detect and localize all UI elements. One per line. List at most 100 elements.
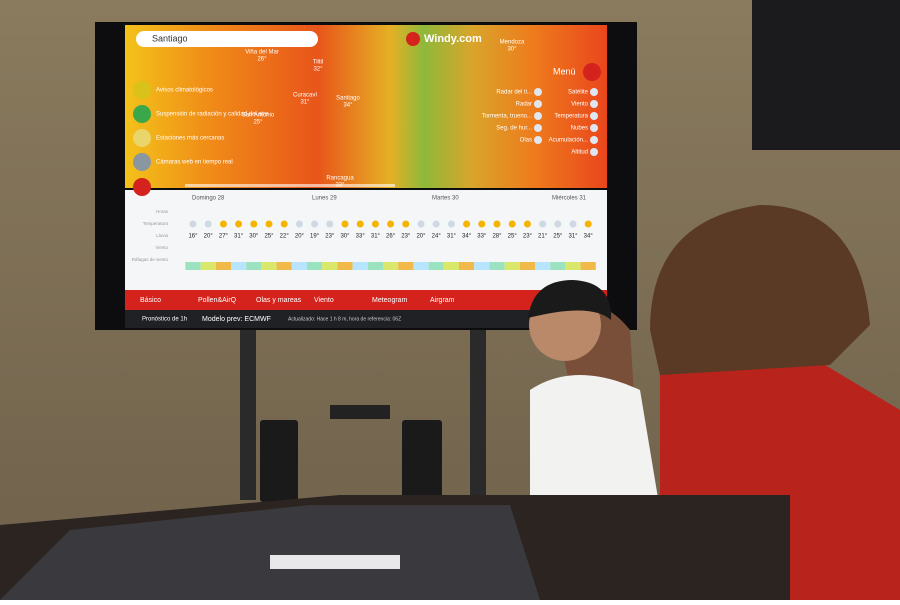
city-name: Curacaví xyxy=(293,93,317,99)
row-label: Viento xyxy=(155,245,168,250)
temp: 30° xyxy=(340,234,350,240)
city-temp: 34° xyxy=(343,103,353,109)
tab[interactable]: Básico xyxy=(140,297,161,304)
wind-cell xyxy=(398,262,414,270)
layer-label: Viento xyxy=(571,102,589,108)
temp: 21° xyxy=(538,234,548,240)
weather-icon xyxy=(584,220,592,228)
wind-cell xyxy=(504,262,520,270)
city-name: Santiago xyxy=(336,96,360,102)
wind-cell xyxy=(383,262,399,270)
layer-label: Radar del ti... xyxy=(496,90,532,96)
temp: 31° xyxy=(234,234,244,240)
layer-icon[interactable] xyxy=(534,112,542,120)
weather-icon xyxy=(219,220,227,228)
layer-icon[interactable] xyxy=(590,112,598,120)
tab[interactable]: Airgram xyxy=(430,297,455,304)
layer-label: Tormenta, trueno... xyxy=(482,114,533,120)
city-temp: 25° xyxy=(253,120,263,126)
temp: 25° xyxy=(553,234,563,240)
weather-icon xyxy=(478,220,486,228)
tab[interactable]: Viento xyxy=(314,297,334,304)
temp: 16° xyxy=(188,234,198,240)
tab[interactable]: Meteogram xyxy=(372,297,408,304)
tool-icon[interactable] xyxy=(133,129,151,147)
day-label: Domingo 28 xyxy=(192,196,225,202)
layer-icon[interactable] xyxy=(590,100,598,108)
menu[interactable]: Menú xyxy=(553,66,576,76)
tab-bar xyxy=(125,290,607,310)
weather-icon xyxy=(554,220,562,228)
layer-icon[interactable] xyxy=(534,124,542,132)
row-label: Ráfagas de viento xyxy=(132,257,169,262)
person-hair-2 xyxy=(650,205,870,375)
layer-icon[interactable] xyxy=(590,148,598,156)
person-shirt xyxy=(530,375,660,510)
layer-icon[interactable] xyxy=(534,100,542,108)
wind-cell xyxy=(443,262,459,270)
temp: 33° xyxy=(356,234,366,240)
wind-cell xyxy=(231,262,247,270)
wind-cell xyxy=(550,262,566,270)
temp: 27° xyxy=(219,234,229,240)
speaker xyxy=(260,420,298,502)
weather-icon xyxy=(523,220,531,228)
city-name: Rancagua xyxy=(326,176,354,182)
footer-updated: Actualizado: Hace 1 h 8 m, hora de refer… xyxy=(288,316,401,322)
city-name: Mendoza xyxy=(500,40,525,46)
day-label: Lunes 29 xyxy=(312,196,337,202)
tab[interactable]: Pollen&AirQ xyxy=(198,297,237,304)
weather-icon xyxy=(463,220,471,228)
layer-icon[interactable] xyxy=(590,88,598,96)
close-button[interactable] xyxy=(133,178,151,196)
weather-icon xyxy=(189,220,197,228)
table-top xyxy=(0,505,540,600)
stand xyxy=(240,330,256,500)
weather-icon xyxy=(250,220,258,228)
menu-button[interactable] xyxy=(583,63,601,81)
layer-icon[interactable] xyxy=(534,136,542,144)
wind-cell xyxy=(428,262,444,270)
temp: 30° xyxy=(249,234,259,240)
search-box[interactable] xyxy=(136,31,318,47)
tool-icon[interactable] xyxy=(133,105,151,123)
tool-icon[interactable] xyxy=(133,153,151,171)
row-label: Temperatura xyxy=(143,221,169,226)
layer-label: Satélite xyxy=(568,90,589,96)
layer-label: Temperatura xyxy=(554,114,588,120)
tool-icon[interactable] xyxy=(133,81,151,99)
tool-label: Estaciones más cercanas xyxy=(156,136,224,142)
layer-icon[interactable] xyxy=(534,88,542,96)
wind-cell xyxy=(200,262,216,270)
city-name: Tiltil xyxy=(313,60,323,66)
layer-icon[interactable] xyxy=(590,124,598,132)
city-name: San Antonio xyxy=(242,113,275,119)
weather-icon xyxy=(432,220,440,228)
layer-icon[interactable] xyxy=(590,136,598,144)
map xyxy=(125,25,607,188)
layer-label: Acumulación... xyxy=(549,138,589,144)
wind-cell xyxy=(367,262,383,270)
wind-cell xyxy=(535,262,551,270)
weather-icon xyxy=(235,220,243,228)
weather-icon xyxy=(280,220,288,228)
wind-cell xyxy=(489,262,505,270)
layer-label: Altitud xyxy=(571,150,588,156)
weather-icon xyxy=(447,220,455,228)
forecast-table xyxy=(125,190,607,290)
weather-icon xyxy=(493,220,501,228)
wind-cell xyxy=(322,262,338,270)
row-label: Lluvia xyxy=(156,233,168,238)
search-text: Santiago xyxy=(152,33,188,43)
tool-label: Suspensión de radiación y calidad del ai… xyxy=(156,112,269,118)
second-screen xyxy=(752,0,900,150)
temp: 34° xyxy=(462,234,472,240)
footer-model[interactable]: Modelo prev: ECMWF xyxy=(202,316,271,323)
temp: 34° xyxy=(584,234,594,240)
city-temp: 32° xyxy=(313,67,323,73)
tab[interactable]: Olas y mareas xyxy=(256,297,302,304)
wind-cell xyxy=(474,262,490,270)
